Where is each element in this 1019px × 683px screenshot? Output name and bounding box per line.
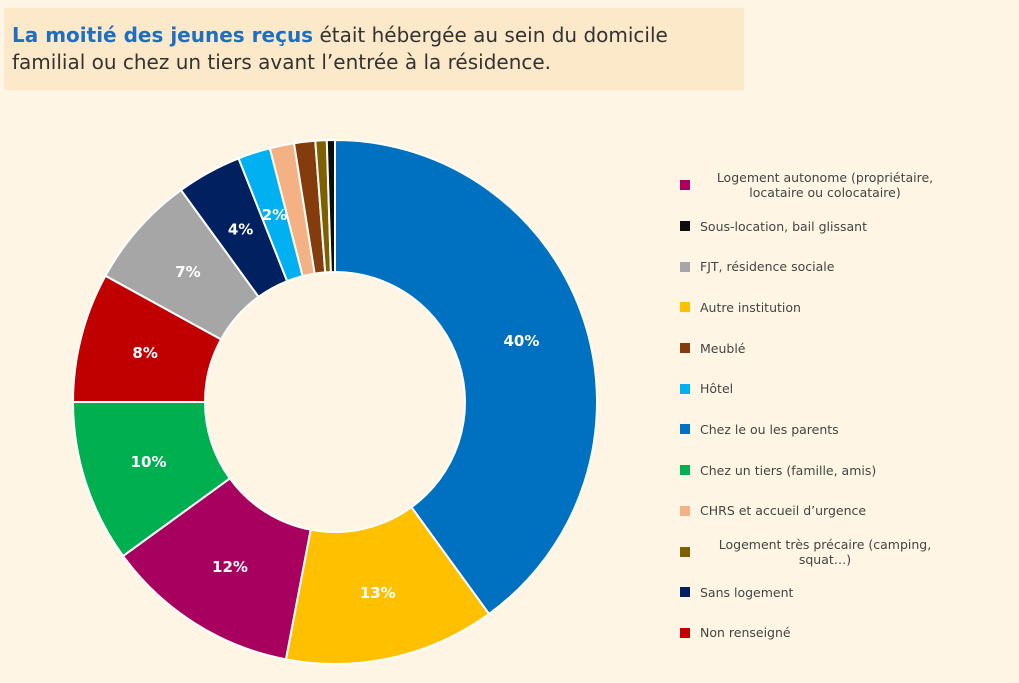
legend-swatch (680, 343, 690, 354)
legend-label: Autre institution (700, 299, 801, 315)
legend-swatch (680, 424, 690, 435)
legend-item: Meublé (680, 328, 1000, 369)
legend-item: Chez le ou les parents (680, 409, 1000, 450)
legend-item: CHRS et accueil d’urgence (680, 491, 1000, 532)
value-label: 12% (212, 558, 248, 576)
value-label: 7% (175, 263, 200, 281)
title-highlight: La moitié des jeunes reçus (12, 23, 314, 47)
legend: Logement autonome (propriétaire, locatai… (680, 165, 1000, 653)
legend-swatch (680, 261, 690, 272)
legend-label: Hôtel (700, 381, 734, 397)
legend-item: Sous-location, bail glissant (680, 206, 1000, 247)
legend-label: Non renseigné (700, 625, 791, 641)
value-label: 4% (228, 221, 253, 239)
value-label: 8% (132, 344, 157, 362)
legend-swatch (680, 221, 690, 232)
title-line: familial ou chez un tiers avant l’entrée… (12, 50, 552, 74)
legend-swatch (680, 505, 690, 516)
value-label: 40% (503, 332, 539, 350)
legend-item: Logement très précaire (camping, squat…) (680, 531, 1000, 572)
slice (325, 138, 336, 274)
chart-title: La moitié des jeunes reçus était hébergé… (12, 22, 668, 76)
value-label: 13% (360, 584, 396, 602)
legend-label: FJT, résidence sociale (700, 259, 835, 275)
value-label: 2% (262, 206, 287, 224)
legend-swatch (680, 465, 690, 476)
legend-item: Non renseigné (680, 613, 1000, 654)
title-line: était hébergée au sein du domicile (319, 23, 668, 47)
legend-swatch (680, 627, 690, 638)
legend-item: Sans logement (680, 572, 1000, 613)
legend-swatch (680, 546, 690, 557)
legend-item: FJT, résidence sociale (680, 246, 1000, 287)
legend-label: Chez le ou les parents (700, 421, 839, 437)
legend-label: Sous-location, bail glissant (700, 218, 867, 234)
legend-item: Logement autonome (propriétaire, locatai… (680, 165, 1000, 206)
legend-swatch (680, 180, 690, 191)
legend-label: Logement autonome (propriétaire, locatai… (716, 170, 934, 201)
legend-label: Sans logement (700, 584, 794, 600)
legend-item: Autre institution (680, 287, 1000, 328)
legend-swatch (680, 302, 690, 313)
legend-item: Hôtel (680, 368, 1000, 409)
legend-item: Chez un tiers (famille, amis) (680, 450, 1000, 491)
legend-label: Logement très précaire (camping, squat…) (718, 536, 932, 567)
legend-label: Meublé (700, 340, 746, 356)
title-box (4, 8, 744, 90)
legend-swatch (680, 587, 690, 598)
slice (334, 138, 598, 616)
legend-swatch (680, 383, 690, 394)
value-label: 10% (131, 453, 167, 471)
legend-label: Chez un tiers (famille, amis) (700, 462, 877, 478)
legend-label: CHRS et accueil d’urgence (700, 503, 867, 519)
